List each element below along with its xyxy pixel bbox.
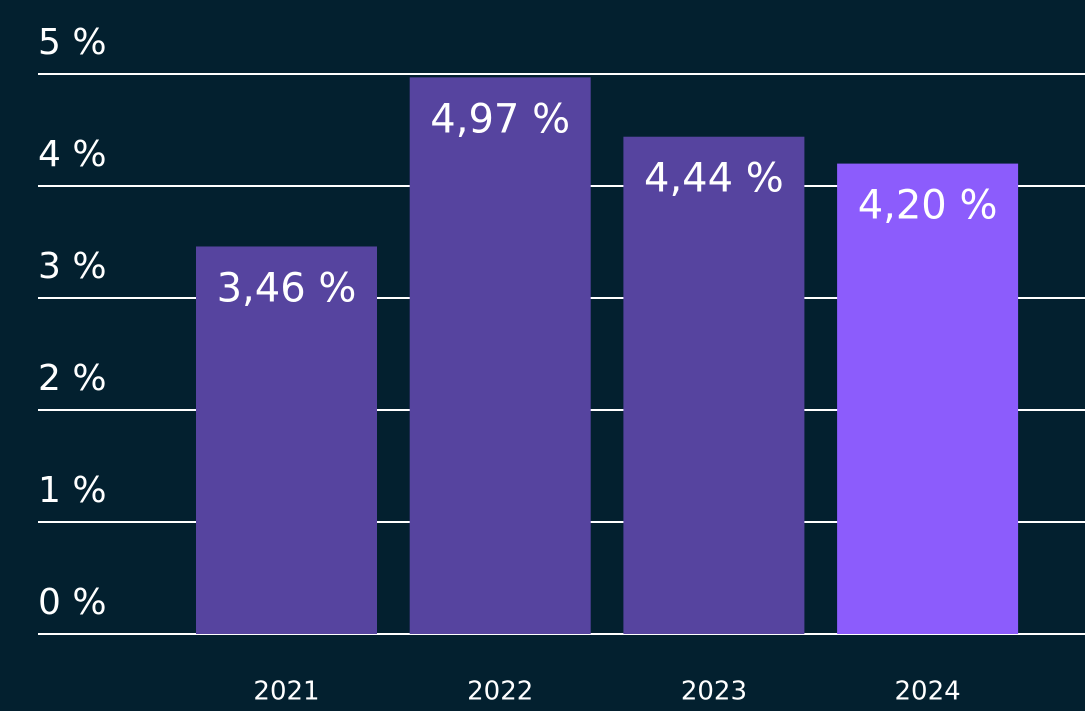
- bar: [623, 136, 805, 634]
- x-tick-label: 2024: [895, 677, 961, 707]
- x-tick-label: 2023: [681, 677, 747, 707]
- bar: [837, 163, 1019, 634]
- x-tick-label: 2021: [253, 677, 319, 707]
- y-tick-label: 1 %: [38, 470, 107, 511]
- y-tick-label: 2 %: [38, 358, 107, 399]
- bar: [196, 246, 377, 635]
- y-tick-label: 3 %: [38, 246, 107, 287]
- x-tick-label: 2022: [467, 677, 533, 707]
- y-tick-label: 4 %: [38, 134, 107, 175]
- y-tick-label: 5 %: [38, 22, 107, 63]
- value-label: 4,44 %: [644, 156, 784, 202]
- value-label: 3,46 %: [217, 265, 357, 311]
- value-label: 4,20 %: [858, 183, 998, 229]
- y-tick-label: 0 %: [38, 582, 107, 623]
- bar: [409, 77, 591, 635]
- value-label: 4,97 %: [430, 96, 570, 142]
